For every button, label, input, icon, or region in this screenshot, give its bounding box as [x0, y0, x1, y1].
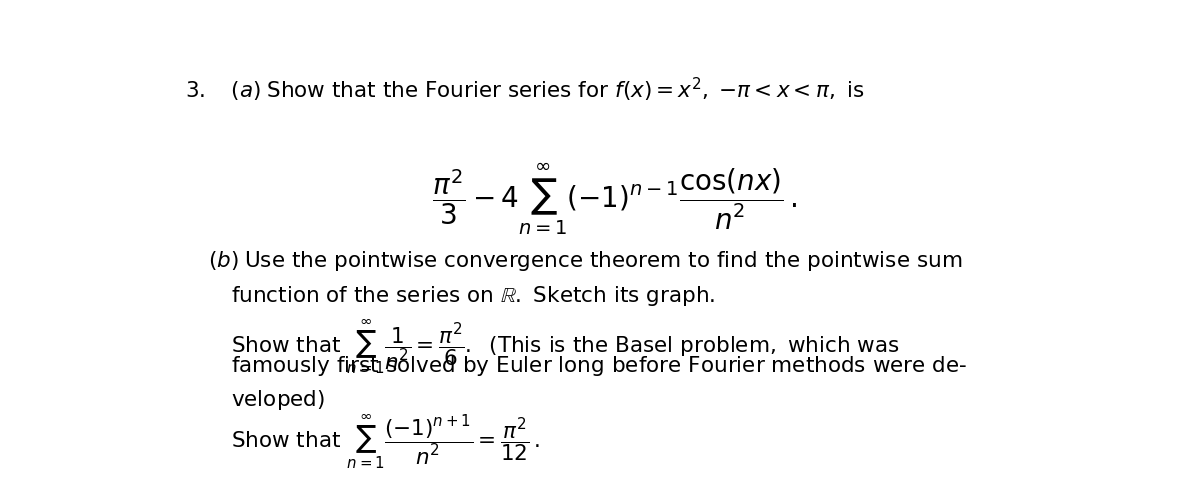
- Text: $\mathrm{Show\ that\ } \sum_{n=1}^{\infty}\dfrac{(-1)^{n+1}}{n^2} = \dfrac{\pi^2: $\mathrm{Show\ that\ } \sum_{n=1}^{\inft…: [230, 411, 540, 470]
- Text: $3. \quad (a) \; \mathrm{Show\ that\ the\ Fourier\ series\ for\ } f(x) = x^2, \;: $3. \quad (a) \; \mathrm{Show\ that\ the…: [185, 76, 864, 104]
- Text: $\dfrac{\pi^2}{3} - 4\sum_{n=1}^{\infty}(-1)^{n-1}\dfrac{\cos(nx)}{n^2}\,.$: $\dfrac{\pi^2}{3} - 4\sum_{n=1}^{\infty}…: [432, 161, 798, 237]
- Text: $\mathrm{Show\ that\ } \sum_{n=1}^{\infty}\dfrac{1}{n^2} = \dfrac{\pi^2}{6}. \; : $\mathrm{Show\ that\ } \sum_{n=1}^{\inft…: [230, 318, 900, 376]
- Text: $\mathrm{famously\ first\ solved\ by\ Euler\ long\ before\ Fourier\ methods\ wer: $\mathrm{famously\ first\ solved\ by\ Eu…: [230, 354, 967, 378]
- Text: $\mathrm{veloped)}$: $\mathrm{veloped)}$: [230, 388, 325, 411]
- Text: $(b) \; \mathrm{Use\ the\ pointwise\ convergence\ theorem\ to\ find\ the\ pointw: $(b) \; \mathrm{Use\ the\ pointwise\ con…: [208, 249, 962, 274]
- Text: $\mathrm{function\ of\ the\ series\ on\ } \mathbb{R}. \mathrm{\ Sketch\ its\ gra: $\mathrm{function\ of\ the\ series\ on\ …: [230, 285, 715, 308]
